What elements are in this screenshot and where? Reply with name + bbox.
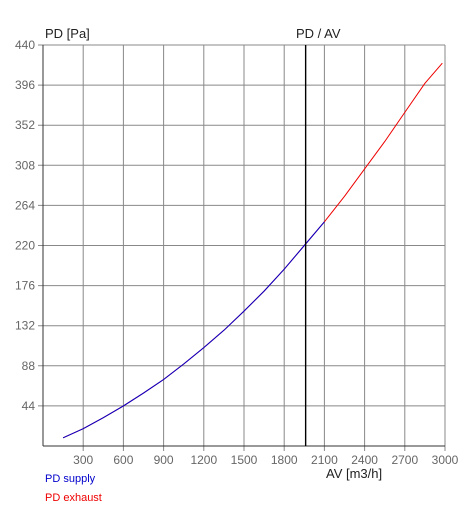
series-lines — [62, 62, 443, 439]
x-tick-label: 900 — [154, 453, 174, 467]
y-tick-label: 396 — [15, 78, 35, 92]
x-tick-label: 2100 — [311, 453, 338, 467]
x-tick-label: 2400 — [351, 453, 378, 467]
legend-exhaust: PD exhaust — [45, 492, 102, 504]
y-tick-label: 132 — [15, 319, 35, 333]
labels: PD [Pa] PD / AV AV [m3/h] PD supply PD e… — [45, 26, 382, 504]
x-axis-label: AV [m3/h] — [326, 466, 382, 481]
y-tick-label: 352 — [15, 118, 35, 132]
x-tick-label: 300 — [73, 453, 93, 467]
y-tick-label: 220 — [15, 239, 35, 253]
axes: 300 600 900 1200 1500 1800 2100 2400 2700 3000 44 8… — [15, 38, 459, 467]
x-tick-label: 2700 — [391, 453, 418, 467]
x-tick-label: 1800 — [271, 453, 298, 467]
y-tick-label: 88 — [22, 359, 36, 373]
x-tick-label: 3000 — [432, 453, 459, 467]
x-tick-label: 600 — [113, 453, 133, 467]
legend-supply: PD supply — [45, 473, 96, 485]
y-tick-label: 44 — [22, 399, 36, 413]
y-axis-label: PD [Pa] — [45, 26, 90, 41]
y-tick-label: 264 — [15, 198, 35, 212]
pd-supply-line — [62, 221, 325, 439]
y-tick-label: 308 — [15, 158, 35, 172]
grid — [38, 44, 446, 451]
chart-title: PD / AV — [296, 26, 341, 41]
pd-exhaust-line — [62, 62, 443, 439]
x-tick-label: 1200 — [190, 453, 217, 467]
x-tick-label: 1500 — [231, 453, 258, 467]
y-tick-label: 440 — [15, 38, 35, 52]
y-tick-label: 176 — [15, 279, 35, 293]
